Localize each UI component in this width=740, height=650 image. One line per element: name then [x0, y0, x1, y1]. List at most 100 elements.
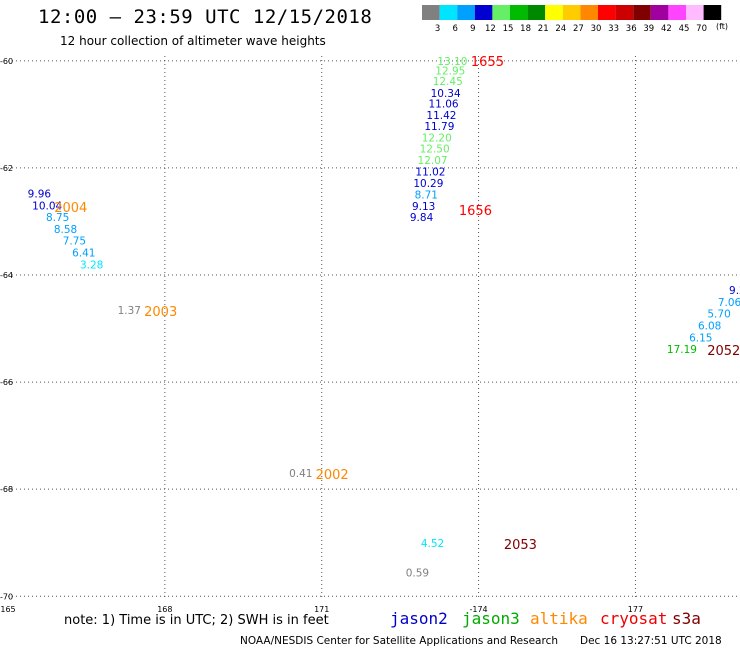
lat-tick-label: -60 — [0, 57, 13, 66]
lat-tick-label: -70 — [0, 592, 13, 601]
lat-tick-label: -62 — [0, 164, 13, 173]
legend-swatch — [703, 5, 722, 20]
satellite-altika: altika — [530, 609, 588, 628]
wave-height-value: 17.19 — [667, 344, 697, 356]
legend-label: 15 — [503, 24, 514, 34]
legend-label: 3 — [435, 24, 440, 34]
legend-unit: (ft) — [716, 22, 729, 31]
legend-label: 39 — [643, 24, 654, 34]
lat-tick-label: -68 — [0, 485, 13, 494]
footer-credit: NOAA/NESDIS Center for Satellite Applica… — [240, 635, 558, 647]
wave-height-value: 1.37 — [118, 305, 141, 317]
wave-height-value: 11.06 — [429, 99, 459, 111]
satellite-jason2: jason2 — [390, 609, 448, 628]
legend-swatch — [439, 5, 458, 20]
wave-height-value: 8.75 — [46, 212, 69, 224]
wave-height-value: 6.08 — [698, 320, 721, 332]
map-subtitle: 12 hour collection of altimeter wave hei… — [60, 34, 326, 48]
wave-height-value: 6.15 — [689, 333, 712, 345]
wave-height-value: 13.10 — [437, 56, 467, 68]
wave-height-value: 12.45 — [433, 76, 463, 88]
lon-tick-label: 168 — [157, 605, 172, 614]
legend-label: 6 — [452, 24, 457, 34]
wave-height-value: 5.70 — [707, 309, 730, 321]
wave-height-value: 10.34 — [431, 88, 461, 100]
wave-height-value: 11.02 — [415, 167, 445, 179]
wave-height-value: 0.59 — [406, 568, 429, 580]
legend-label: 33 — [608, 24, 619, 34]
legend-swatch — [562, 5, 581, 20]
satellite-s3a: s3a — [672, 609, 701, 628]
graticule — [8, 56, 740, 600]
pass-time-label: 2003 — [144, 305, 177, 320]
wave-height-value: 8.58 — [54, 224, 77, 236]
wave-height-value: 9.2 — [729, 285, 740, 297]
legend-swatch — [492, 5, 510, 20]
wave-height-value: 6.41 — [72, 248, 95, 260]
legend-label: 70 — [696, 24, 707, 34]
wave-height-value: 12.95 — [435, 65, 465, 77]
lat-tick-label: -66 — [0, 378, 13, 387]
pass-time-labels: 1655 1656 2004 2003 2002 2053 2052 — [54, 55, 740, 553]
legend-label: 24 — [555, 24, 566, 34]
wave-height-labels: 13.1012.9512.4510.3411.0611.4211.7912.20… — [28, 56, 740, 580]
wave-height-value: 10.04 — [32, 200, 62, 212]
wave-height-value: 4.52 — [421, 538, 444, 550]
wave-height-value: 11.79 — [424, 121, 454, 133]
wave-height-value: 3.28 — [80, 259, 103, 271]
legend-label: 27 — [573, 24, 584, 34]
footer-note: note: 1) Time is in UTC; 2) SWH is in fe… — [64, 613, 329, 628]
legend-swatch — [668, 5, 686, 20]
legend-label: 9 — [470, 24, 475, 34]
lat-tick-label: -64 — [0, 271, 13, 280]
wave-height-value: 0.41 — [289, 468, 312, 480]
pass-time-label: 2053 — [504, 538, 537, 553]
lon-tick-label: 171 — [314, 605, 329, 614]
footer-timestamp: Dec 16 13:27:51 UTC 2018 — [580, 635, 722, 647]
pass-time-label: 1655 — [471, 55, 504, 70]
map-title: 12:00 – 23:59 UTC 12/15/2018 — [38, 6, 373, 28]
wave-height-value: 8.71 — [415, 190, 438, 202]
legend-swatch — [650, 5, 669, 20]
legend-swatch — [422, 5, 440, 20]
pass-time-label: 1656 — [459, 204, 492, 219]
legend-swatch — [457, 5, 475, 20]
legend-label: 45 — [679, 24, 690, 34]
legend-swatch — [527, 5, 546, 20]
wave-height-value: 9.96 — [28, 189, 52, 201]
legend-label: 30 — [591, 24, 602, 34]
legend-swatch — [686, 5, 704, 20]
axis-ticks: -60 -62 -64 -66 -68 -70 165 168 171 -174 177 — [0, 57, 643, 614]
legend-label: 36 — [626, 24, 637, 34]
satellite-jason3: jason3 — [462, 609, 520, 628]
satellite-cryosat: cryosat — [600, 609, 668, 628]
legend-swatch — [580, 5, 598, 20]
legend-swatch — [598, 5, 616, 20]
wave-height-value: 12.07 — [418, 155, 448, 167]
wave-height-value: 7.06 — [718, 297, 740, 309]
wave-height-value: 9.84 — [410, 212, 434, 224]
legend-swatch — [633, 5, 651, 20]
legend-label: 42 — [661, 24, 672, 34]
lon-tick-label: 165 — [0, 605, 15, 614]
legend-swatch — [545, 5, 563, 20]
color-legend: 3 6 9 12 15 18 21 24 27 30 33 36 39 42 45 70 — [422, 5, 722, 34]
legend-swatch — [615, 5, 634, 20]
wave-height-value: 9.13 — [412, 201, 435, 213]
wave-height-value: 11.42 — [426, 110, 456, 122]
pass-time-label: 2004 — [54, 201, 87, 216]
legend-swatch — [474, 5, 493, 20]
wave-height-value: 7.75 — [63, 236, 86, 248]
lon-tick-label: 177 — [628, 605, 643, 614]
wave-height-value: 12.50 — [420, 144, 450, 156]
legend-label: 21 — [538, 24, 549, 34]
wave-height-value: 10.29 — [413, 178, 443, 190]
legend-label: 12 — [485, 24, 496, 34]
legend-label: 18 — [520, 24, 531, 34]
pass-time-label: 2052 — [707, 344, 740, 359]
wave-height-value: 12.20 — [422, 132, 452, 144]
lon-tick-label: -174 — [469, 605, 487, 614]
pass-time-label: 2002 — [316, 468, 349, 483]
